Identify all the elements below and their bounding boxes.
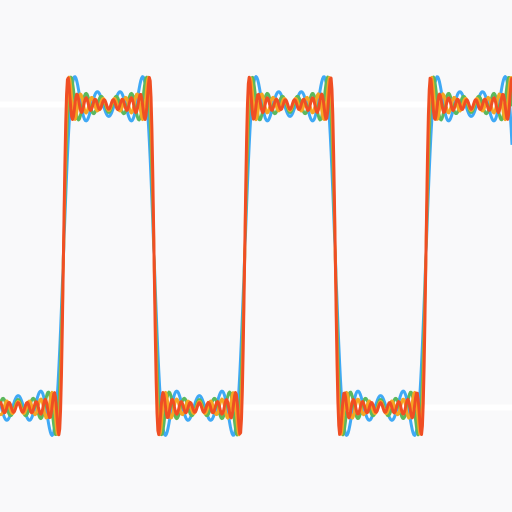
series-line-3: [0, 75, 512, 437]
series-layer: [0, 75, 512, 437]
